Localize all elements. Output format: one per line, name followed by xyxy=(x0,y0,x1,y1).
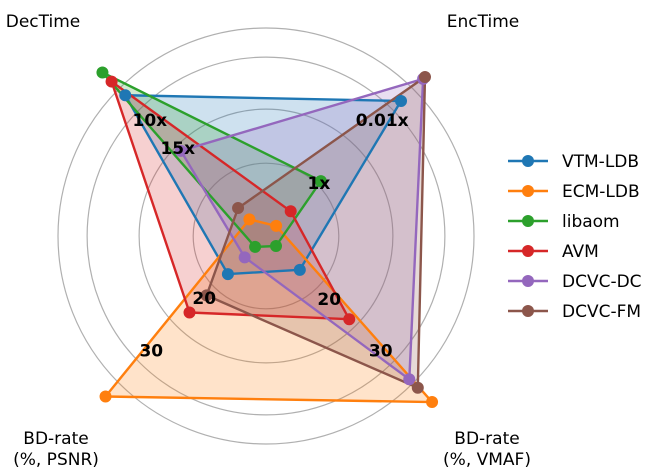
series-area-dcvc-fm xyxy=(206,77,425,388)
legend-label-ecm-ldb: ECM-LDB xyxy=(562,182,640,202)
ring-label-enc: 0.01x xyxy=(356,111,409,131)
axis-label-dectime: DecTime xyxy=(6,12,81,32)
axis-label-bd-rate-psnr-line2: (%, PSNR) xyxy=(13,450,99,470)
data-point-vtm-ldb-vmaf xyxy=(293,263,306,276)
data-point-libaom-psnr xyxy=(249,240,262,253)
data-point-avm-enc xyxy=(284,205,297,218)
data-point-vtm-ldb-psnr xyxy=(221,268,234,281)
series-area-avm xyxy=(111,81,350,320)
ring-label-psnr: 20 xyxy=(192,289,216,309)
data-point-ecm-ldb-dec xyxy=(243,213,256,226)
grid-ring xyxy=(57,27,475,445)
ring-label-dec: 10x xyxy=(132,111,167,131)
axis-label-bd-rate-vmaf-line2: (%, VMAF) xyxy=(443,450,531,470)
axis-label-bd-rate-psnr-line1: BD-rate xyxy=(23,429,88,449)
grid-ring xyxy=(86,56,446,416)
data-point-dcvc-dc-dec xyxy=(174,144,187,157)
data-point-avm-dec xyxy=(105,75,118,88)
ring-label-vmaf: 30 xyxy=(369,342,393,362)
data-point-libaom-vmaf xyxy=(270,240,283,253)
ring-label-dec: 15x xyxy=(160,139,195,159)
legend-marker-dcvc-dc xyxy=(522,275,534,287)
legend-label-vtm-ldb: VTM-LDB xyxy=(562,152,639,172)
data-point-libaom-dec xyxy=(96,66,109,79)
data-point-ecm-ldb-enc xyxy=(270,219,283,232)
legend-marker-avm xyxy=(522,245,534,257)
data-point-dcvc-dc-psnr xyxy=(238,251,251,264)
ring-label-enc: 1x xyxy=(308,174,331,194)
grid-ring xyxy=(138,108,394,364)
data-point-ecm-ldb-psnr xyxy=(99,390,112,403)
data-point-dcvc-fm-dec xyxy=(232,202,245,215)
legend: VTM-LDB ECM-LDB libaom AVM DCVC-DC DCVC-FM xyxy=(508,152,642,322)
grid-rings xyxy=(57,27,475,445)
ring-label-vmaf: 20 xyxy=(317,290,341,310)
axis-label-bd-rate-vmaf-line1: BD-rate xyxy=(454,429,519,449)
data-point-vtm-ldb-enc xyxy=(395,94,408,107)
data-point-ecm-ldb-vmaf xyxy=(426,396,439,409)
data-point-libaom-enc xyxy=(314,175,327,188)
legend-label-libaom: libaom xyxy=(562,212,620,232)
legend-marker-libaom xyxy=(522,215,534,227)
data-point-dcvc-fm-psnr xyxy=(200,289,213,302)
series-points xyxy=(96,66,439,409)
data-point-avm-psnr xyxy=(183,306,196,319)
data-point-avm-vmaf xyxy=(343,313,356,326)
legend-marker-vtm-ldb xyxy=(522,155,534,167)
grid-ring xyxy=(192,162,340,310)
data-point-dcvc-fm-vmaf xyxy=(411,381,424,394)
data-point-dcvc-fm-enc xyxy=(418,71,431,84)
ring-label-psnr: 30 xyxy=(139,342,163,362)
series-area-dcvc-dc xyxy=(180,78,424,380)
data-point-vtm-ldb-dec xyxy=(119,89,132,102)
series-area-ecm-ldb xyxy=(105,219,433,403)
axis-label-enctime: EncTime xyxy=(447,12,519,32)
legend-marker-ecm-ldb xyxy=(522,185,534,197)
legend-marker-dcvc-fm xyxy=(522,305,534,317)
legend-label-dcvc-fm: DCVC-FM xyxy=(562,302,641,322)
series-area-libaom xyxy=(102,72,321,247)
legend-label-dcvc-dc: DCVC-DC xyxy=(562,272,642,292)
ring-value-labels: 10x 15x 0.01x 1x 20 30 20 30 xyxy=(132,111,408,362)
data-point-dcvc-dc-vmaf xyxy=(403,373,416,386)
series-areas xyxy=(102,72,433,403)
legend-label-avm: AVM xyxy=(562,242,599,262)
